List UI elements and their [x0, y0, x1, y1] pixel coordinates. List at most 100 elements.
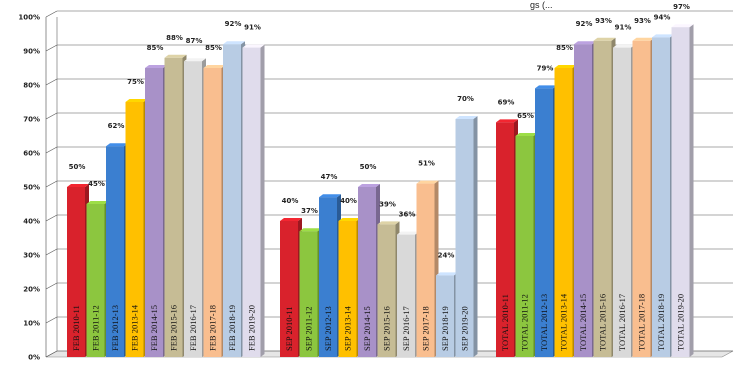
bar-top [67, 184, 89, 187]
bar-top [397, 231, 419, 235]
bar-value-label: 93% [634, 17, 651, 25]
bar-category-label: FEB 2013-14 [130, 304, 140, 351]
bar-top [242, 44, 265, 48]
bar-front [358, 187, 376, 357]
bar-category-label: FEB 2015-16 [169, 305, 179, 351]
bar-value-label: 45% [88, 180, 105, 188]
bar-category-label: TOTAL 2010-11 [500, 294, 510, 351]
bar-front [397, 234, 415, 357]
bar-top [203, 65, 226, 68]
bars [67, 24, 694, 358]
bar [455, 116, 478, 357]
gridline-side [45, 146, 58, 154]
bar-top [299, 228, 322, 232]
bar-front [593, 40, 612, 358]
bar-value-label: 85% [556, 44, 573, 52]
bar-top [613, 44, 635, 48]
y-tick-label: 100% [18, 14, 40, 22]
bar-front [515, 136, 534, 357]
bar-top [280, 218, 302, 221]
bar-value-label: 47% [321, 173, 338, 181]
bar-top [223, 41, 245, 45]
bar-value-label: 87% [186, 37, 203, 45]
bar-value-label: 93% [595, 17, 612, 25]
bar-value-label: 91% [615, 24, 632, 32]
bar-top [436, 272, 458, 276]
bar-value-label: 40% [340, 197, 357, 205]
bar-top [184, 58, 206, 62]
bar-category-label: FEB 2010-11 [71, 305, 81, 351]
bar-category-label: FEB 2018-19 [227, 305, 237, 351]
y-tick-label: 90% [23, 48, 40, 56]
bar-top [106, 143, 128, 147]
bar-value-label: 39% [379, 200, 396, 208]
gridline-side [45, 282, 58, 290]
bar-front [299, 231, 318, 357]
bar-category-label: TOTAL 2013-14 [559, 293, 569, 351]
bar-value-label: 79% [537, 64, 554, 72]
bar-category-label: FEB 2017-18 [208, 305, 218, 351]
bar-category-label: SEP 2015-16 [382, 306, 392, 351]
bar-category-label: TOTAL 2019-20 [676, 294, 686, 351]
bar-value-label: 40% [282, 197, 299, 205]
bar-front [496, 122, 514, 358]
bar [671, 24, 694, 357]
bar-value-label: 91% [244, 24, 261, 32]
bar-category-label: FEB 2012-13 [110, 305, 120, 351]
bar-value-label: 69% [498, 98, 515, 106]
bar-front [125, 102, 144, 357]
bar-top [145, 65, 167, 68]
gridline-side [45, 78, 58, 86]
gridline-side [45, 316, 58, 324]
bar-top [319, 194, 341, 198]
bar-category-label: SEP 2018-19 [440, 306, 450, 351]
bar-category-label: TOTAL 2014-15 [578, 294, 588, 351]
bar-value-label: 92% [576, 20, 593, 28]
bar-top [671, 24, 694, 28]
bar-top [358, 184, 380, 187]
gridline-side [45, 248, 58, 256]
y-tick-label: 10% [23, 320, 40, 328]
bar-value-label: 24% [438, 251, 455, 259]
bar-category-label: FEB 2014-15 [149, 305, 159, 351]
bar-side [473, 116, 478, 357]
bar-front [416, 183, 435, 357]
bar-front [86, 204, 105, 357]
y-tick-label: 20% [23, 286, 40, 294]
bar-value-label: 36% [399, 211, 416, 219]
bar-top [377, 221, 400, 225]
bar-value-label: 88% [166, 34, 183, 42]
y-axis: 0% 10% 20% 30% 40% 50% 60% 70% 80% 90% 100% [18, 14, 40, 362]
bar-value-label: 65% [517, 112, 534, 120]
y-tick-label: 60% [23, 150, 40, 158]
bar-value-label: 92% [225, 20, 242, 28]
bar-front [203, 68, 222, 357]
bar-category-label: SEP 2017-18 [421, 306, 431, 351]
bar-front [671, 27, 690, 357]
bar-category-label: TOTAL 2012-13 [539, 294, 549, 351]
bar-front [106, 146, 124, 357]
bar-front [223, 44, 241, 357]
bar [416, 180, 439, 357]
bar-front [280, 221, 298, 357]
bar-category-label: FEB 2019-20 [247, 305, 257, 351]
y-tick-label: 40% [23, 218, 40, 226]
bar-front [67, 187, 85, 357]
bar-front [338, 221, 357, 357]
bar-category-label: SEP 2014-15 [362, 306, 372, 351]
bar-side [689, 24, 694, 357]
bar-top [515, 133, 538, 136]
y-tick-label: 30% [23, 252, 40, 260]
bar-value-label: 62% [108, 122, 125, 130]
gridline-side [45, 112, 58, 120]
bar-category-label: SEP 2019-20 [460, 306, 470, 351]
bar-front [164, 57, 183, 358]
bar-top [593, 37, 616, 41]
y-tick-label: 50% [23, 184, 40, 192]
bar-value-label: 97% [673, 3, 690, 11]
bar-top [86, 201, 109, 204]
bar-front [455, 119, 474, 357]
bar-front [436, 275, 454, 357]
gridline-side [45, 350, 58, 358]
bar-front [319, 197, 337, 357]
